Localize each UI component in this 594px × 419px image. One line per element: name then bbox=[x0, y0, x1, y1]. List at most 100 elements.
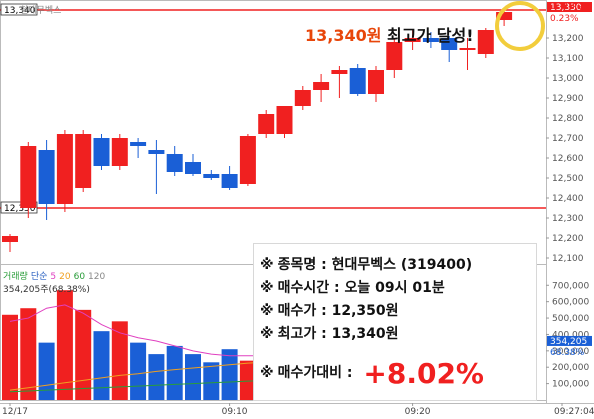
price-tick-label: 12,100 bbox=[552, 254, 584, 264]
volume-bar bbox=[75, 309, 92, 400]
price-tick-label: 13,200 bbox=[552, 34, 584, 44]
ma5-label: 5 bbox=[50, 272, 57, 282]
candle-body bbox=[20, 146, 37, 208]
price-tick-label: 13,100 bbox=[552, 54, 584, 64]
candle-body bbox=[130, 142, 147, 146]
candle-body bbox=[38, 150, 55, 204]
candle-body bbox=[93, 138, 110, 166]
candle-body bbox=[203, 174, 220, 178]
candle-body bbox=[386, 42, 403, 70]
candle-body bbox=[404, 38, 421, 42]
info-buy-time: ※ 매수시간 : 오늘 09시 01분 bbox=[260, 277, 445, 297]
info-return-value: +8.02% bbox=[363, 357, 484, 390]
info-return-vs-buy: ※ 매수가대비 : +8.02% bbox=[260, 357, 484, 390]
time-tick-label: 09:20 bbox=[405, 407, 431, 417]
candle-body bbox=[185, 162, 201, 174]
volume-bar bbox=[185, 354, 201, 400]
reference-line-label: 12,350 bbox=[4, 204, 36, 214]
volume-current-pct: 68.38% bbox=[550, 348, 585, 358]
ma60-label: 60 bbox=[73, 272, 86, 282]
candle-body bbox=[75, 134, 92, 188]
info-label: 매수가 : bbox=[277, 303, 332, 319]
volume-bar bbox=[221, 349, 238, 400]
price-tick-label: 12,200 bbox=[552, 234, 584, 244]
volume-legend: 거래량 단순 5 20 60 120 bbox=[3, 269, 108, 282]
current-price-box bbox=[547, 2, 592, 12]
volume-bar bbox=[166, 345, 183, 400]
volume-bar bbox=[203, 362, 220, 400]
candle-body bbox=[221, 174, 238, 188]
candle-body bbox=[148, 150, 165, 154]
price-tick-label: 12,600 bbox=[552, 154, 584, 164]
candle-body bbox=[239, 136, 256, 184]
volume-bar bbox=[38, 342, 55, 400]
candle-body bbox=[2, 236, 18, 242]
info-label: 종목명 : bbox=[277, 257, 332, 273]
volume-bar bbox=[56, 290, 73, 400]
note-symbol: ※ bbox=[260, 257, 274, 273]
volume-tick-label: 700,000 bbox=[552, 281, 589, 291]
volume-current-box bbox=[547, 335, 592, 346]
price-tick-label: 12,700 bbox=[552, 134, 584, 144]
note-symbol: ※ bbox=[260, 365, 274, 381]
candle-body bbox=[441, 38, 458, 50]
volume-bar bbox=[93, 331, 110, 400]
info-label: 매수가대비 : bbox=[277, 365, 358, 381]
info-value: 12,350원 bbox=[331, 303, 399, 319]
candle-body bbox=[166, 154, 183, 172]
info-value: 13,340원 bbox=[331, 326, 399, 342]
volume-bar bbox=[130, 342, 147, 400]
info-stock-name: ※ 종목명 : 현대무벡스 (319400) bbox=[260, 254, 472, 274]
candle-body bbox=[294, 90, 311, 106]
candle-body bbox=[111, 138, 128, 166]
volume-current-summary: 354,205주(68.38%) bbox=[3, 285, 90, 295]
ma20-label: 20 bbox=[59, 272, 71, 282]
volume-label: 거래량 bbox=[3, 272, 28, 282]
candle-body bbox=[258, 114, 275, 134]
volume-bar bbox=[111, 321, 128, 400]
price-tick-label: 12,500 bbox=[552, 174, 584, 184]
info-value: 현대무벡스 (319400) bbox=[331, 257, 473, 273]
info-value: 오늘 09시 01분 bbox=[344, 280, 445, 296]
volume-bar bbox=[148, 354, 165, 400]
last-update-info: LC:10:26 bbox=[549, 2, 590, 12]
time-tick-label: 12/17 bbox=[2, 407, 28, 417]
volume-bar bbox=[239, 360, 256, 400]
volume-tick-label: 500,000 bbox=[552, 314, 589, 324]
info-label: 매수시간 : bbox=[277, 280, 345, 296]
candle-body bbox=[477, 30, 494, 54]
reference-line-tag bbox=[0, 3, 38, 16]
volume-kind: 단순 bbox=[30, 272, 48, 282]
candle-body bbox=[276, 106, 293, 134]
volume-tick-label: 600,000 bbox=[552, 298, 589, 308]
info-label: 최고가 : bbox=[277, 326, 332, 342]
info-high-price: ※ 최고가 : 13,340원 bbox=[260, 323, 399, 343]
volume-bar bbox=[2, 314, 18, 400]
current-change-label: 0.23% bbox=[550, 14, 579, 24]
candle-body bbox=[349, 68, 366, 94]
candle-body bbox=[368, 70, 384, 94]
reference-line-label: 13,340 bbox=[4, 6, 36, 16]
high-highlight-circle bbox=[495, 1, 545, 51]
stock-name-faint: 현대무벡스 bbox=[20, 6, 62, 16]
volume-tick-label: 400,000 bbox=[552, 330, 589, 340]
high-price-callout: 13,340원 최고가 달성! bbox=[305, 22, 474, 46]
volume-tick-label: 300,000 bbox=[552, 347, 589, 357]
candle-body bbox=[331, 70, 348, 74]
callout-price: 13,340원 bbox=[305, 26, 382, 45]
note-symbol: ※ bbox=[260, 280, 274, 296]
volume-tick-label: 200,000 bbox=[552, 363, 589, 373]
time-tick-label: 09:10 bbox=[222, 407, 248, 417]
candle-body bbox=[56, 134, 73, 204]
volume-tick-label: 100,000 bbox=[552, 380, 589, 390]
time-tick-label: 09:27:04 bbox=[554, 407, 594, 417]
trade-info-box: ※ 종목명 : 현대무벡스 (319400) ※ 매수시간 : 오늘 09시 01분… bbox=[253, 243, 537, 401]
candle-body bbox=[422, 38, 439, 42]
price-tick-label: 12,900 bbox=[552, 94, 584, 104]
volume-bar bbox=[20, 308, 37, 400]
ma120-label: 120 bbox=[88, 272, 106, 282]
price-tick-label: 12,400 bbox=[552, 194, 584, 204]
candle-body bbox=[459, 48, 476, 50]
candle-body bbox=[313, 82, 330, 90]
